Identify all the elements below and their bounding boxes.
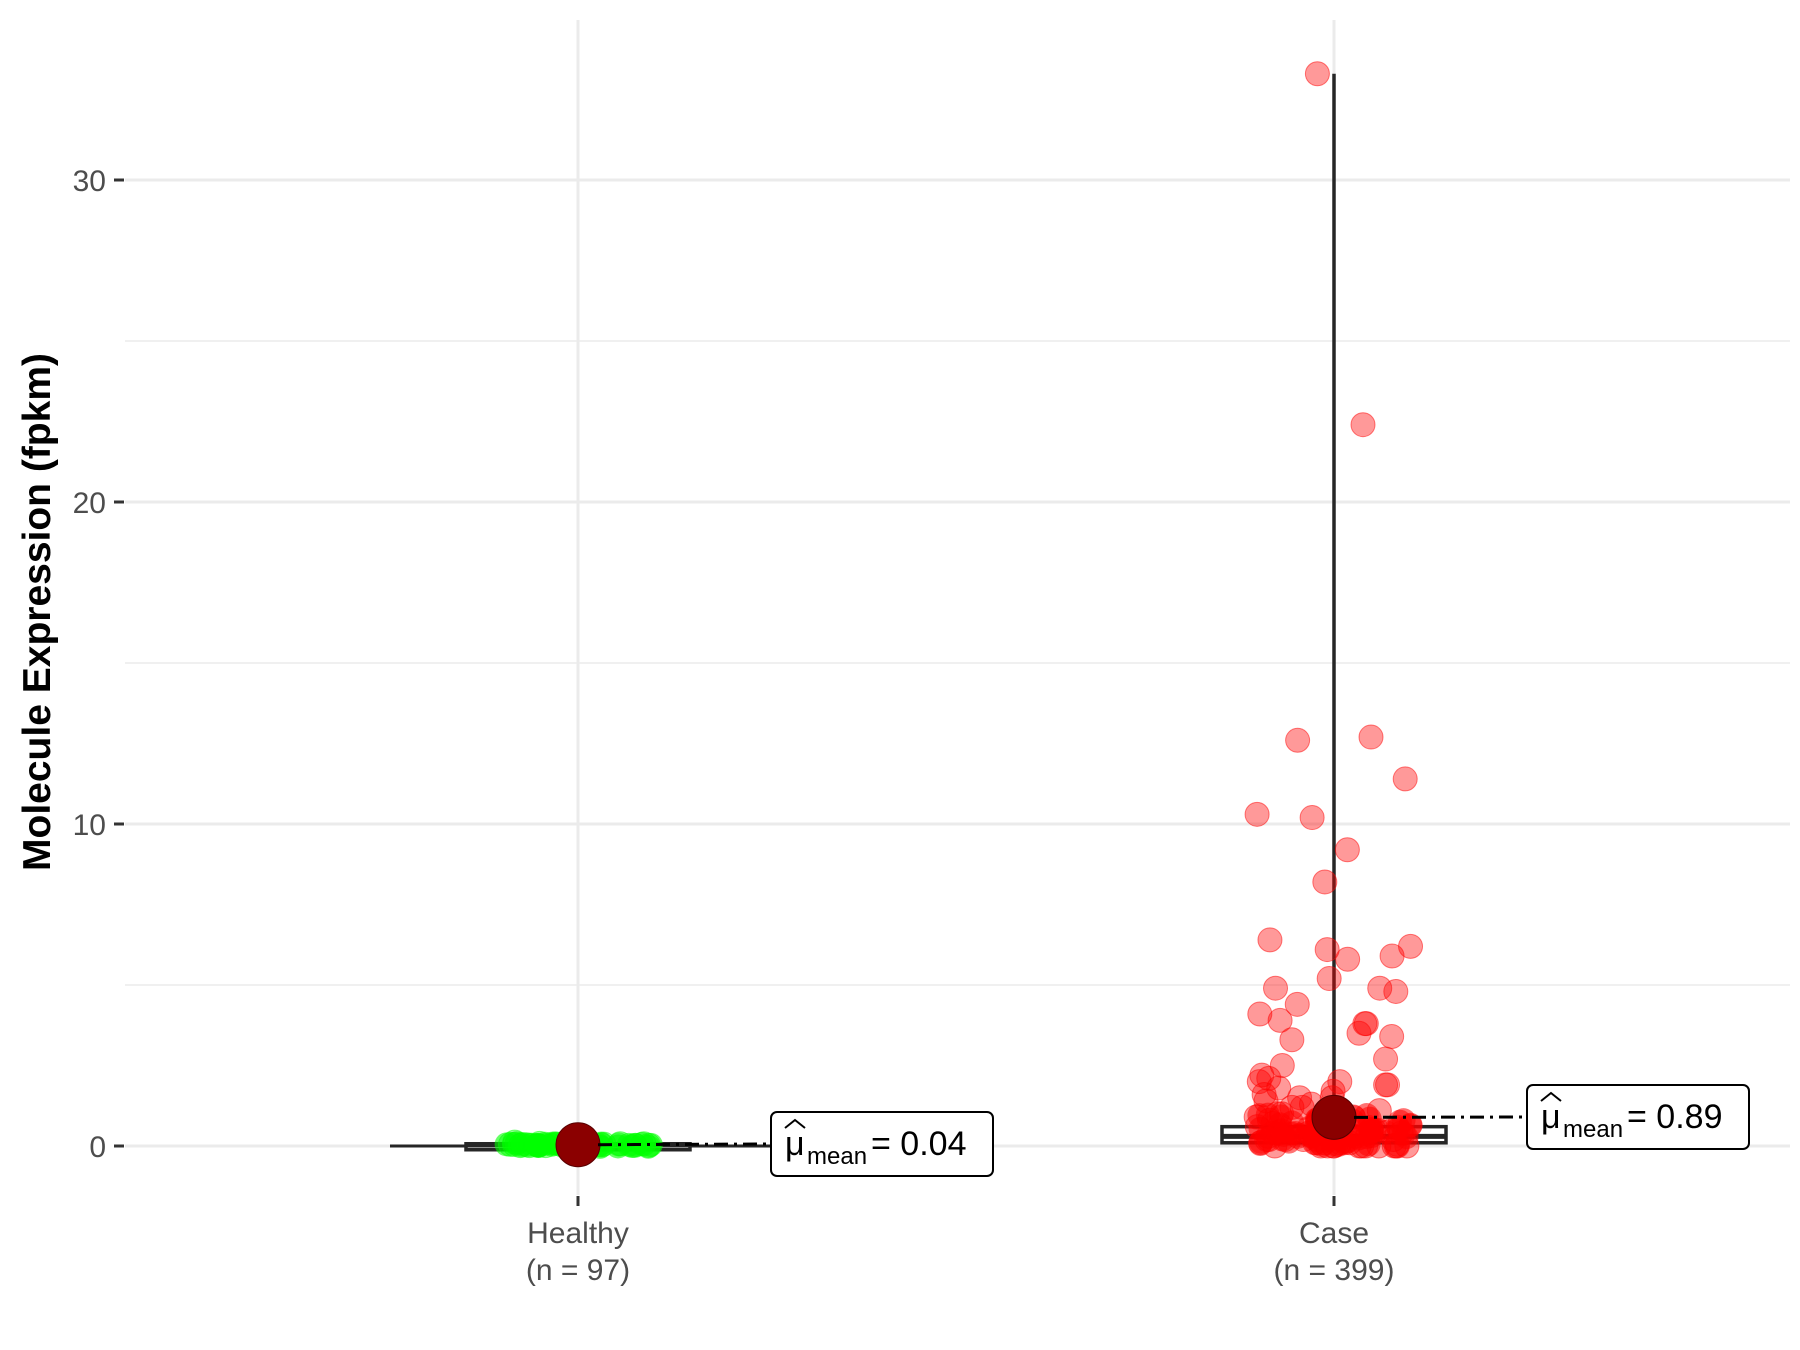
data-point-case [1269, 1053, 1295, 1078]
data-point-case [1266, 1121, 1291, 1146]
mean-label-value-case: = 0.89 [1627, 1098, 1722, 1136]
data-point-case [1387, 1109, 1412, 1134]
y-axis: 0 10 20 30 [73, 165, 124, 1164]
data-point-case [1247, 1001, 1273, 1027]
data-point-case [1257, 927, 1283, 953]
data-point-case [1299, 805, 1325, 831]
data-point-case [1334, 837, 1360, 863]
data-point-case [1314, 937, 1340, 963]
data-point-case [1303, 1131, 1328, 1156]
mean-label-symbol-case: μ [1541, 1098, 1561, 1136]
data-point-case [1367, 975, 1393, 1001]
data-point-case [1244, 801, 1270, 827]
mean-label-box-healthy [770, 1111, 994, 1177]
hat-icon [1540, 1091, 1562, 1102]
y-tick-label: 0 [89, 1131, 106, 1164]
x-tick-label-case: Case [1299, 1217, 1369, 1250]
data-point-case [1383, 978, 1409, 1004]
data-point-case [1284, 991, 1310, 1017]
mean-label-sub-case: mean [1563, 1116, 1623, 1143]
data-point-case [1266, 1075, 1292, 1101]
data-point-case [1379, 1024, 1405, 1050]
y-tick-label: 10 [73, 809, 106, 842]
data-point-case [1267, 1007, 1293, 1033]
data-point-case [1256, 1065, 1282, 1091]
data-point-case [1359, 1117, 1384, 1142]
data-point-case [1263, 975, 1289, 1001]
data-point-case [1249, 1062, 1275, 1088]
x-axis: Healthy (n = 97) Case (n = 399) [526, 1196, 1395, 1287]
data-points [494, 61, 1424, 1159]
mean-marker-case [1311, 1094, 1357, 1140]
hat-icon [784, 1118, 806, 1129]
grid-lines [125, 20, 1790, 1195]
data-point-case [1392, 766, 1418, 792]
data-point-case [1304, 61, 1330, 87]
data-point-case [1285, 727, 1311, 753]
x-tick-count-case: (n = 399) [1274, 1254, 1395, 1287]
data-point-case [1358, 724, 1384, 750]
mean-markers: μ mean = 0.04μ mean = 0.89 [555, 1084, 1750, 1177]
mean-label-sub-healthy: mean [807, 1143, 867, 1170]
data-point-case [1346, 1020, 1372, 1046]
data-point-healthy [494, 1132, 519, 1157]
y-tick-label: 30 [73, 165, 106, 198]
data-point-case [1335, 946, 1361, 972]
data-point-case [1316, 966, 1342, 992]
x-tick-count-healthy: (n = 97) [526, 1254, 630, 1287]
data-point-case [1373, 1046, 1399, 1072]
data-point-case [1312, 869, 1338, 895]
mean-marker-healthy [555, 1122, 601, 1168]
data-point-case [1379, 943, 1405, 969]
data-point-case [1279, 1027, 1305, 1053]
x-tick-label-healthy: Healthy [527, 1217, 629, 1250]
mean-label-value-healthy: = 0.04 [871, 1125, 966, 1163]
y-tick-label: 20 [73, 487, 106, 520]
data-point-case [1375, 1072, 1401, 1098]
data-point-case [1350, 412, 1376, 438]
mean-label-symbol-healthy: μ [785, 1125, 805, 1163]
mean-label-box-case [1526, 1084, 1750, 1150]
y-axis-label: Molecule Expression (fpkm) [16, 353, 59, 871]
data-point-case [1246, 1069, 1272, 1095]
